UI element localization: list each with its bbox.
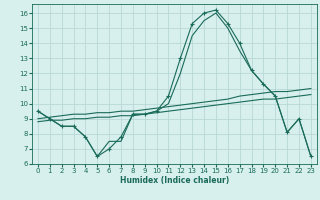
X-axis label: Humidex (Indice chaleur): Humidex (Indice chaleur) [120, 176, 229, 185]
